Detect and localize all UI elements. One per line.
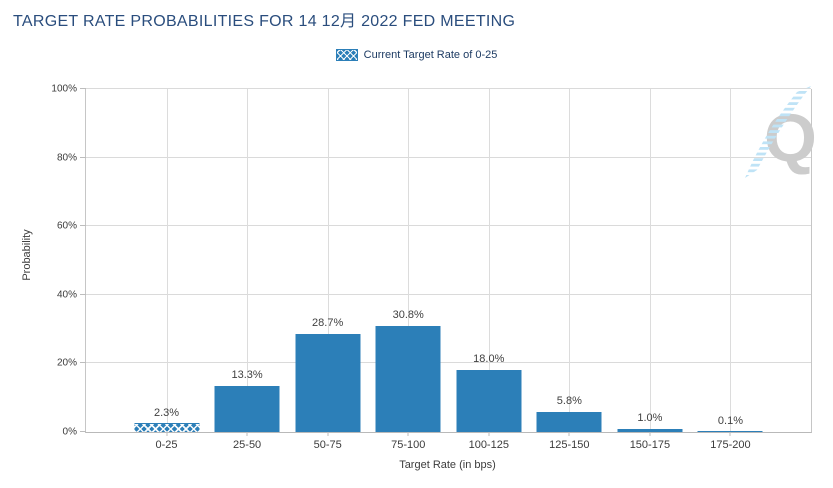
bar-value-label: 28.7% (312, 316, 344, 329)
x-gridline (488, 89, 490, 432)
bar-50-75 (295, 333, 361, 432)
x-gridline (166, 89, 168, 432)
bar-150-175 (617, 428, 683, 432)
bar-value-label: 18.0% (473, 353, 505, 366)
bar-value-label: 1.0% (637, 411, 663, 424)
y-gridline (86, 225, 811, 227)
bar-value-label: 30.8% (392, 309, 424, 322)
y-tick-label: 40% (56, 289, 77, 301)
x-tick (568, 432, 570, 436)
x-tick-label: 125-150 (549, 439, 590, 451)
bar-value-label: 13.3% (231, 369, 263, 382)
y-gridline (86, 362, 811, 364)
plot-area: 0% 20% 40% 60% 80% 100% 2.3% 0-25 13.3% 25-50 28.7… (51, 84, 812, 451)
x-gridline (649, 89, 651, 432)
x-gridline (327, 89, 329, 432)
bar-value-label: 2.3% (154, 407, 180, 420)
x-gridline (247, 89, 249, 432)
x-tick (488, 432, 490, 436)
x-tick (327, 432, 329, 436)
bar-25-50 (214, 386, 280, 432)
x-tick (407, 432, 409, 436)
y-tick-label: 100% (51, 83, 77, 95)
bar-100-125 (456, 370, 522, 432)
bar-value-label: 5.8% (556, 395, 582, 408)
x-gridline (730, 89, 732, 432)
x-tick-label: 150-175 (629, 439, 671, 451)
x-tick (729, 432, 731, 436)
x-tick-label: 75-100 (391, 439, 426, 451)
bar-value-label: 0.1% (717, 414, 743, 427)
legend-hatched-swatch-icon (335, 49, 358, 61)
y-tick (80, 225, 86, 227)
y-tick-label: 80% (56, 152, 77, 164)
y-tick (80, 293, 86, 295)
y-gridline (86, 293, 811, 295)
y-tick (80, 431, 86, 432)
y-axis-title: Probability (21, 229, 33, 281)
x-gridline (408, 89, 410, 432)
x-tick-label: 25-50 (233, 439, 262, 451)
y-gridline (86, 88, 811, 89)
y-tick-label: 60% (56, 220, 77, 232)
x-gridline (569, 89, 571, 432)
bar-125-150 (536, 412, 602, 432)
x-tick (649, 432, 651, 436)
x-tick (166, 432, 168, 436)
chart-title: TARGET RATE PROBABILITIES FOR 14 12月 202… (13, 13, 516, 30)
y-tick (80, 156, 86, 158)
y-gridline (86, 156, 811, 158)
bar-75-100 (375, 326, 441, 432)
legend: Current Target Rate of 0-25 (0, 49, 833, 61)
x-tick-label: 0-25 (155, 439, 178, 451)
x-tick (246, 432, 248, 436)
y-tick-label: 0% (62, 426, 77, 438)
x-tick-label: 100-125 (468, 439, 509, 451)
x-tick-label: 175-200 (710, 439, 751, 451)
bar-0-25 (134, 423, 200, 432)
bar-175-200 (697, 431, 763, 432)
x-axis-title: Target Rate (in bps) (399, 459, 496, 471)
y-tick (80, 88, 86, 89)
y-tick-label: 20% (56, 357, 77, 369)
x-tick-label: 50-75 (313, 439, 342, 451)
y-tick (80, 362, 86, 364)
legend-label: Current Target Rate of 0-25 (363, 49, 498, 61)
